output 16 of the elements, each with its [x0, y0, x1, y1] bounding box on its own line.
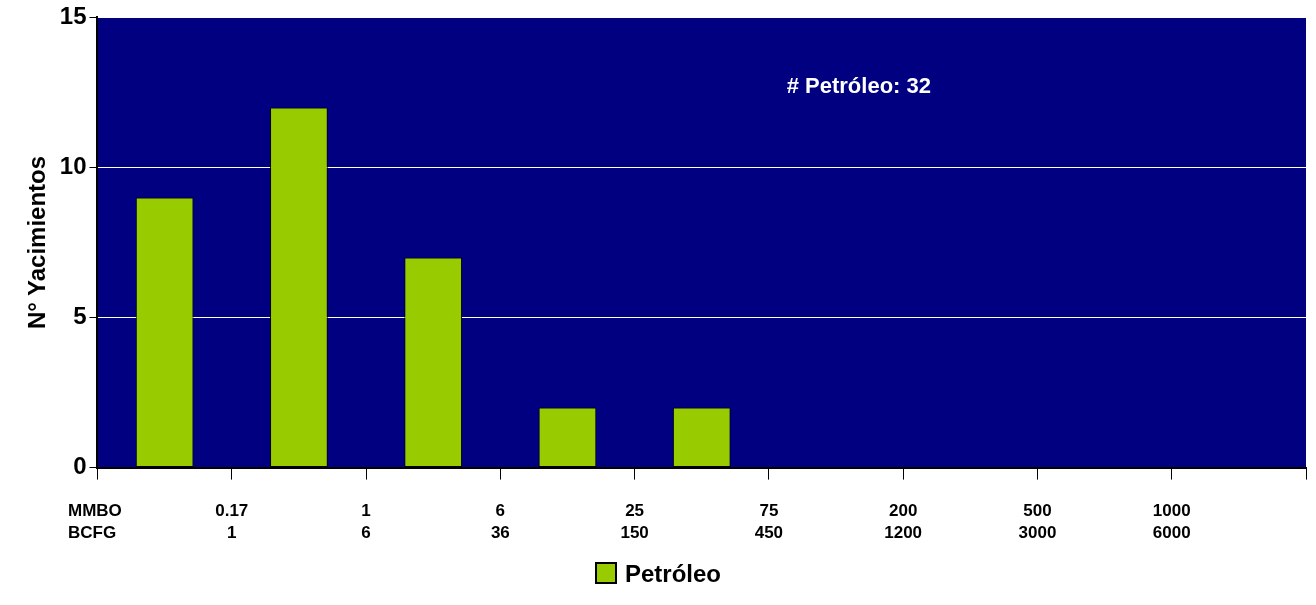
legend-label: Petróleo [624, 560, 722, 587]
annotation: # Petróleo: 32 [786, 73, 931, 99]
text: 75 450 [754, 500, 784, 542]
text: 500 3000 [1018, 500, 1057, 542]
x-axis-title: MMBO BCFG [68, 500, 122, 542]
text: 25 150 [620, 500, 649, 542]
y-tick-label: 5 [73, 302, 87, 330]
y-tick-label: 10 [59, 152, 87, 180]
text: 0.17 1 [215, 500, 249, 542]
y-tick-label: 0 [73, 452, 87, 480]
y-axis-title: N° Yacimientos [23, 155, 51, 330]
text: 200 1200 [884, 500, 923, 542]
text: 1000 6000 [1152, 500, 1191, 542]
text: 6 36 [490, 500, 510, 542]
text: 1 6 [361, 500, 371, 542]
y-tick-label: 15 [59, 2, 87, 30]
